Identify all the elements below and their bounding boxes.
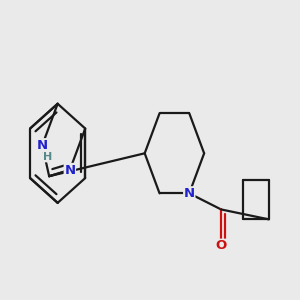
Text: H: H [43,152,52,162]
Text: O: O [215,239,227,252]
Text: N: N [37,139,48,152]
Text: N: N [184,187,195,200]
Text: N: N [64,164,75,176]
